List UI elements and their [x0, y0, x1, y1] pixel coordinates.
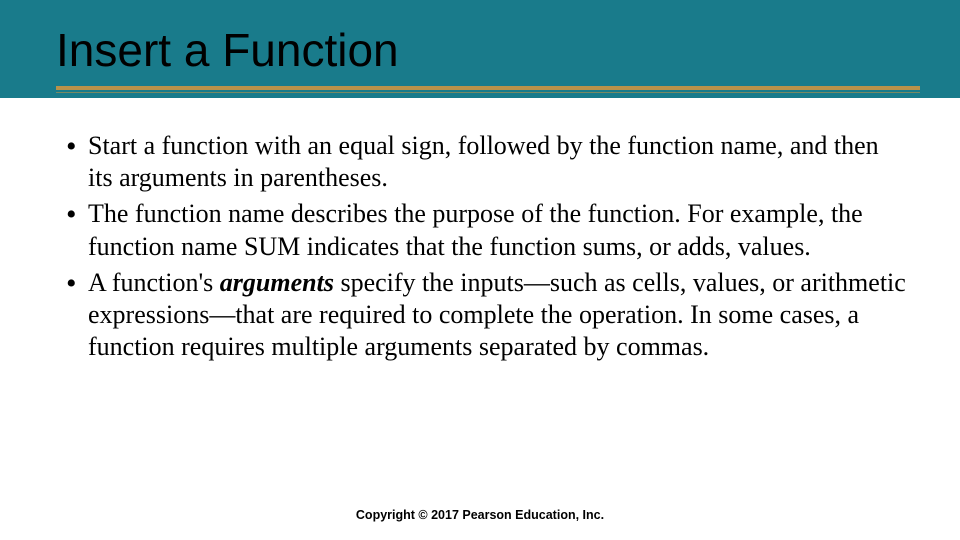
bullet-list: Start a function with an equal sign, fol… [66, 130, 906, 364]
bullet-item: Start a function with an equal sign, fol… [66, 130, 906, 194]
slide-title: Insert a Function [56, 26, 920, 80]
title-underline-thin [56, 92, 920, 93]
bullet-text-pre: A function's [88, 268, 220, 297]
copyright-footer: Copyright © 2017 Pearson Education, Inc. [0, 508, 960, 522]
bullet-text: Start a function with an equal sign, fol… [88, 131, 879, 192]
emphasis-term: arguments [220, 268, 334, 297]
bullet-item: The function name describes the purpose … [66, 198, 906, 262]
slide: Insert a Function Start a function with … [0, 0, 960, 540]
bullet-text: The function name describes the purpose … [88, 199, 863, 260]
title-underline-thick [56, 86, 920, 90]
bullet-item: A function's arguments specify the input… [66, 267, 906, 364]
title-area: Insert a Function [56, 26, 920, 93]
content-area: Start a function with an equal sign, fol… [66, 130, 906, 368]
